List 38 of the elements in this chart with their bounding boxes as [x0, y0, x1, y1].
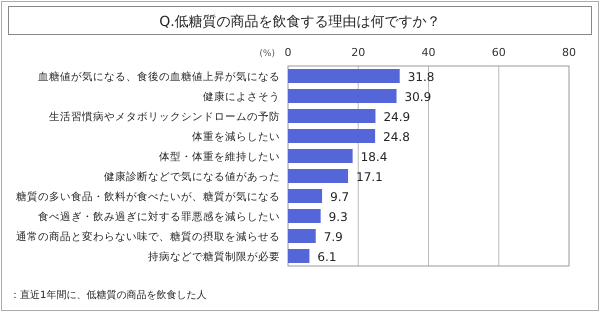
x-axis-title: (%) [259, 49, 275, 59]
y-tick-label: 持病などで糖質制限が必要 [148, 250, 280, 263]
data-label: 9.7 [330, 190, 350, 204]
data-label: 6.1 [317, 250, 337, 264]
y-tick-label: 生活習慣病やメタボリックシンドロームの予防 [49, 110, 280, 123]
chart-title: Q.低糖質の商品を飲食する理由は何ですか？ [159, 14, 441, 30]
y-tick-label: 血糖値が気になる、食後の血糖値上昇が気になる [38, 70, 280, 83]
x-tick-label: 0 [284, 46, 292, 59]
bar [288, 169, 348, 183]
data-label: 31.8 [408, 70, 434, 84]
y-tick-label: 健康診断などで気になる値があった [104, 170, 280, 183]
x-tick-label: 20 [351, 46, 366, 59]
bar [288, 109, 376, 123]
data-label: 17.1 [356, 170, 383, 184]
bar [288, 209, 321, 223]
text: ：直近1年間に、低糖質の商品を飲食した人 [10, 289, 206, 301]
data-label: 18.4 [360, 150, 388, 164]
data-label: 24.8 [383, 130, 410, 144]
data-label: 24.9 [383, 110, 410, 124]
data-label: 7.9 [324, 230, 343, 244]
y-tick-label: 健康によさそう [203, 90, 280, 103]
y-tick-label: 通常の商品と変わらない味で、糖質の摂取を減らせる [16, 230, 280, 243]
data-label: 9.3 [328, 210, 348, 224]
x-tick-label: 80 [562, 46, 576, 59]
bar [288, 189, 322, 203]
x-tick-label: 40 [422, 46, 436, 59]
bar [288, 69, 400, 83]
y-tick-label: 体型・体重を維持したい [159, 150, 280, 163]
bar [288, 149, 353, 163]
bar [288, 249, 310, 263]
bar [288, 89, 397, 103]
y-tick-label: 体重を減らしたい [192, 130, 280, 143]
y-tick-label: 食べ過ぎ・飲み過ぎに対する罪悪感を減らしたい [38, 210, 280, 223]
x-tick-label: 60 [492, 46, 506, 59]
y-tick-label: 糖質の多い食品・飲料が食べたいが、糖質が気になる [16, 190, 280, 203]
bar [288, 129, 376, 143]
data-label: 30.9 [404, 90, 432, 104]
bar [288, 229, 316, 243]
